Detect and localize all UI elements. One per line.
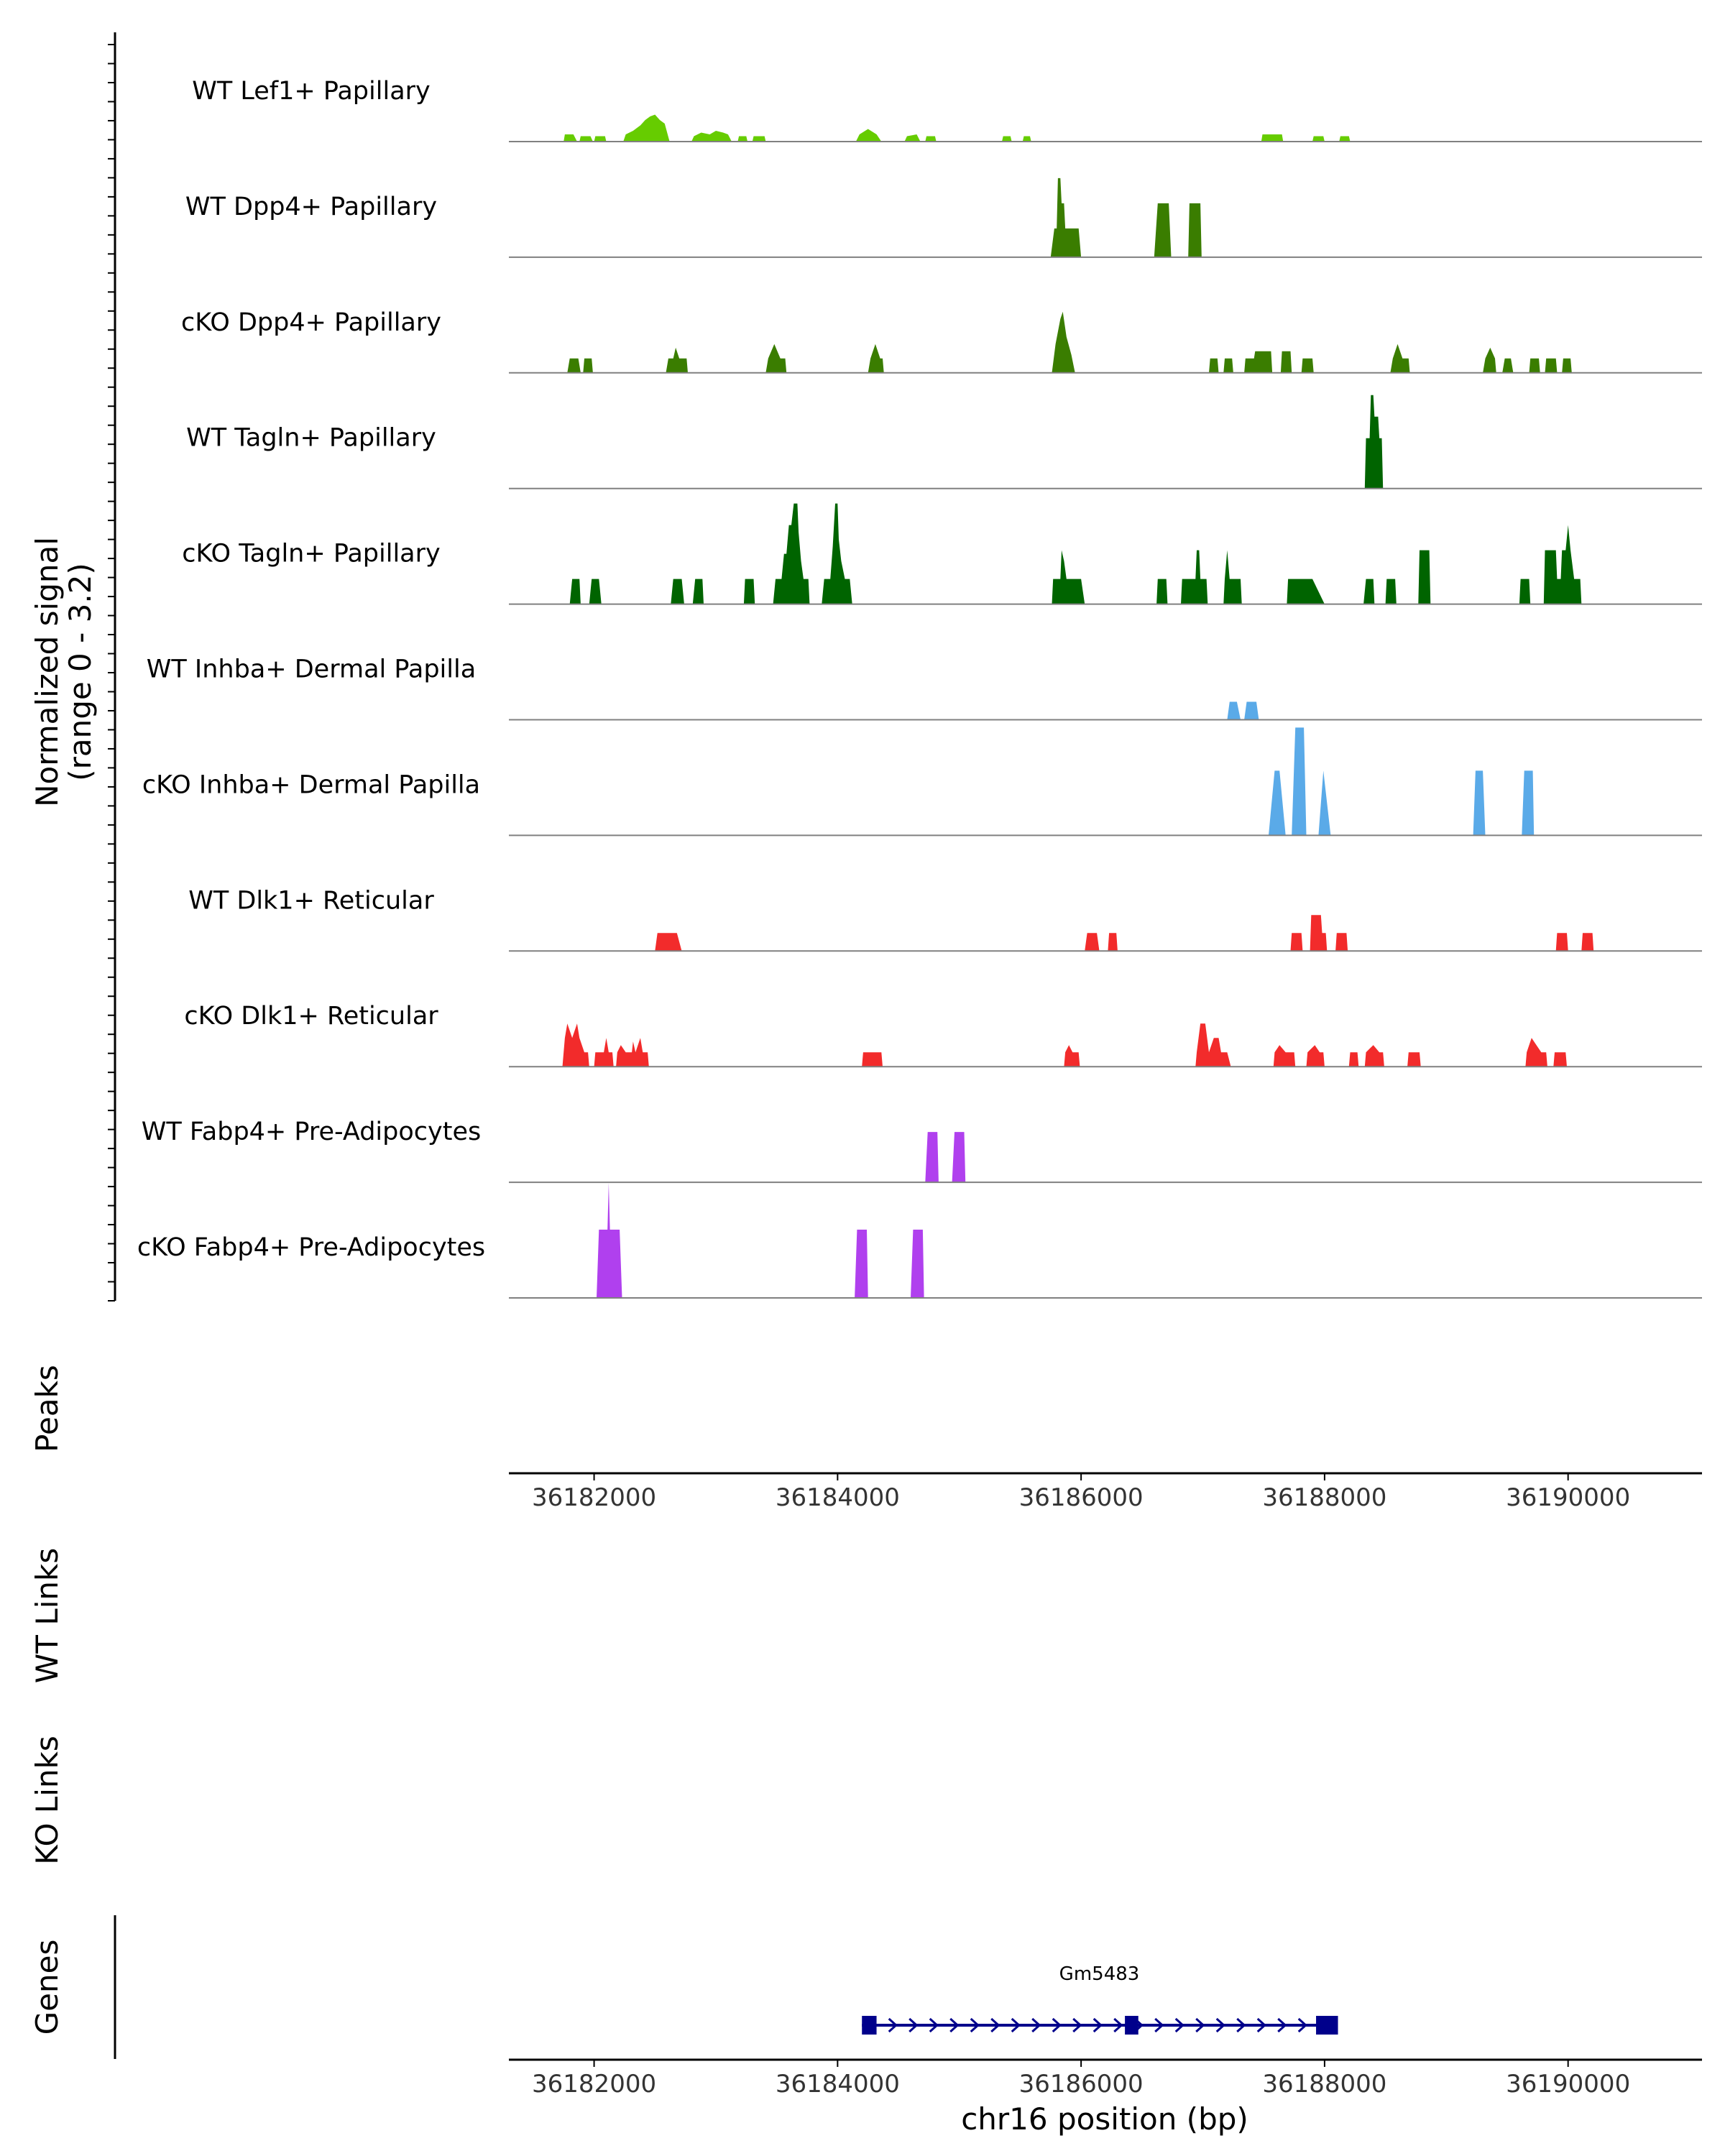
genes-label: Genes <box>29 1940 65 2035</box>
track-8: WT Dlk1+ Reticular <box>188 886 1702 952</box>
track-area <box>564 114 1351 142</box>
y-axis-title-line1: Normalized signal <box>29 537 65 807</box>
gene-strand-arrow <box>970 2017 980 2033</box>
y-axis-title-line2: (range 0 - 3.2) <box>63 563 98 781</box>
x-axis-title: chr16 position (bp) <box>961 2101 1248 2137</box>
gene-strand-arrow <box>1011 2017 1021 2033</box>
track-area <box>1364 395 1384 489</box>
gene-strand-arrow <box>1092 2017 1103 2033</box>
track-area <box>655 915 1594 952</box>
gene-strand-arrow <box>1256 2017 1266 2033</box>
track-label: cKO Inhba+ Dermal Papilla <box>142 770 480 799</box>
x-tick-label: 36188000 <box>1262 2070 1386 2099</box>
x-tick-label: 36186000 <box>1019 2070 1144 2099</box>
gene-strand-arrow <box>1297 2017 1307 2033</box>
gene-strand-arrow <box>1072 2017 1082 2033</box>
track-label: cKO Tagln+ Papillary <box>182 540 441 568</box>
gene-exon <box>1125 2016 1138 2035</box>
track-label: WT Tagln+ Papillary <box>186 424 436 453</box>
peaks-label: Peaks <box>29 1365 65 1452</box>
x-tick-label: 36186000 <box>1019 1483 1144 1512</box>
gene-name-label: Gm5483 <box>1059 1963 1140 1985</box>
genes-x-axis: 36182000 36184000 36186000 36188000 36190000 <box>532 2060 1630 2099</box>
track-area <box>925 1132 966 1183</box>
track-area <box>569 503 1582 604</box>
track-label: cKO Dpp4+ Papillary <box>181 308 441 337</box>
track-11: cKO Fabp4+ Pre-Adipocytes <box>137 1183 1702 1299</box>
peaks-x-axis: 36182000 36184000 36186000 36188000 36190000 <box>532 1473 1630 1512</box>
gene-strand-arrow <box>1031 2017 1041 2033</box>
track-area <box>567 311 1572 373</box>
gene-strand-arrow <box>1113 2017 1123 2033</box>
track-label: WT Inhba+ Dermal Papilla <box>147 655 476 684</box>
gene-strand-arrow <box>949 2017 960 2033</box>
x-tick-label: 36190000 <box>1506 2070 1630 2099</box>
track-label: cKO Dlk1+ Reticular <box>184 1002 438 1031</box>
track-10: WT Fabp4+ Pre-Adipocytes <box>142 1118 1702 1184</box>
x-tick-label: 36188000 <box>1262 1483 1386 1512</box>
gene-strand-arrow <box>1195 2017 1205 2033</box>
track-2: WT Dpp4+ Papillary <box>185 178 1702 258</box>
track-label: WT Dlk1+ Reticular <box>188 886 434 915</box>
coverage-tracks: WT Lef1+ Papillary WT Dpp4+ Papillary cKO … <box>137 77 1702 1299</box>
gene-exon <box>862 2016 877 2035</box>
track-label: WT Fabp4+ Pre-Adipocytes <box>142 1118 481 1146</box>
coverage-y-axis <box>108 32 116 1302</box>
x-tick-label: 36190000 <box>1506 1483 1630 1512</box>
gene-strand-arrow <box>1174 2017 1184 2033</box>
gene-strand-arrow <box>888 2017 898 2033</box>
wt-links-label: WT Links <box>29 1548 65 1683</box>
track-4: WT Tagln+ Papillary <box>186 395 1702 489</box>
track-label: WT Dpp4+ Papillary <box>185 193 437 221</box>
track-6: WT Inhba+ Dermal Papilla <box>147 655 1702 721</box>
track-area <box>1227 701 1259 720</box>
gene-strand-arrow <box>908 2017 919 2033</box>
track-area <box>597 1183 924 1298</box>
track-area <box>1050 178 1202 257</box>
x-tick-label: 36184000 <box>776 1483 900 1512</box>
x-tick-label: 36182000 <box>532 1483 656 1512</box>
x-tick-label: 36184000 <box>776 2070 900 2099</box>
track-area <box>1269 727 1535 836</box>
track-label: cKO Fabp4+ Pre-Adipocytes <box>137 1233 485 1262</box>
ko-links-label: KO Links <box>29 1736 65 1865</box>
gene-strand-arrow <box>1215 2017 1225 2033</box>
x-tick-label: 36182000 <box>532 2070 656 2099</box>
gene-strand-arrow <box>1277 2017 1287 2033</box>
track-area <box>562 1023 1567 1067</box>
gene-strand-arrow <box>990 2017 1000 2033</box>
track-5: cKO Tagln+ Papillary <box>182 503 1702 605</box>
track-9: cKO Dlk1+ Reticular <box>184 1002 1702 1068</box>
track-1: WT Lef1+ Papillary <box>192 77 1702 142</box>
track-3: cKO Dpp4+ Papillary <box>181 308 1702 374</box>
gene-track <box>862 2016 1338 2035</box>
track-label: WT Lef1+ Papillary <box>192 77 431 106</box>
gene-strand-arrow <box>1052 2017 1062 2033</box>
gene-strand-arrow <box>929 2017 939 2033</box>
gene-strand-arrow <box>1236 2017 1246 2033</box>
gene-exon <box>1316 2016 1338 2035</box>
track-7: cKO Inhba+ Dermal Papilla <box>142 727 1702 837</box>
gene-strand-arrow <box>1154 2017 1164 2033</box>
